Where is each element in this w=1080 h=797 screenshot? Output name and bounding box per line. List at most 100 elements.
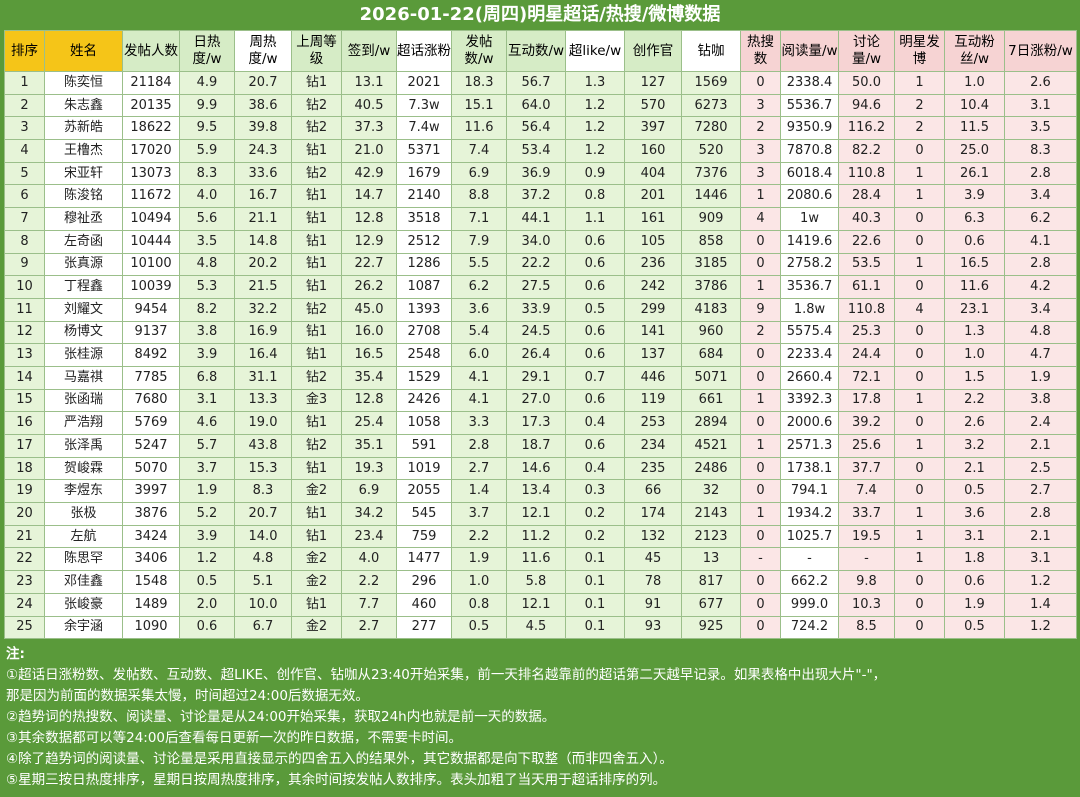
table-cell: 16 xyxy=(4,411,45,435)
table-cell: 2.5 xyxy=(1004,456,1077,481)
cell-name: 张极 xyxy=(44,502,123,526)
table-cell: 299 xyxy=(624,297,682,322)
table-cell: 5769 xyxy=(122,411,180,435)
table-cell: 12.8 xyxy=(341,207,397,231)
table-cell: 13073 xyxy=(122,161,180,186)
table-cell: 5371 xyxy=(396,139,452,163)
table-cell: 2.2 xyxy=(451,524,507,549)
table-cell: 21.1 xyxy=(234,207,292,231)
table-cell: 53.4 xyxy=(506,139,566,163)
table-cell: 14.6 xyxy=(506,456,566,481)
table-cell: 钻2 xyxy=(291,93,342,118)
table-cell: 0 xyxy=(740,365,781,390)
table-cell: 8492 xyxy=(122,343,180,367)
table-cell: 0.1 xyxy=(565,570,625,594)
table-cell: 23 xyxy=(4,570,45,594)
table-cell: 16.5 xyxy=(944,252,1005,277)
table-cell: 2080.6 xyxy=(780,184,839,209)
table-cell: 296 xyxy=(396,570,452,594)
table-cell: 253 xyxy=(624,411,682,435)
cell-name: 张峻豪 xyxy=(44,592,123,617)
table-cell: 4 xyxy=(4,139,45,163)
table-cell: 66 xyxy=(624,479,682,504)
table-cell: 1 xyxy=(740,502,781,526)
table-cell: 3518 xyxy=(396,207,452,231)
table-cell: 7.4 xyxy=(451,139,507,163)
notes-heading: 注: xyxy=(6,646,25,662)
table-cell: 6.0 xyxy=(451,343,507,367)
table-cell: 4.5 xyxy=(506,615,566,640)
table-cell: 0.6 xyxy=(565,275,625,299)
table-cell: 27.5 xyxy=(506,275,566,299)
column-header: 热搜数 xyxy=(740,30,781,72)
table-cell: 1.4 xyxy=(1004,592,1077,617)
table-cell: 0 xyxy=(740,570,781,594)
table-cell: 2123 xyxy=(681,524,741,549)
table-row: 25 余宇涵 1090 0.6 6.7 金2 2.7 277 0.5 4.5 0.1 93 925 0 72… xyxy=(4,615,1077,640)
table-cell: 1.8w xyxy=(780,297,839,322)
column-header: 超like/w xyxy=(565,30,625,72)
table-cell: 5536.7 xyxy=(780,93,839,118)
table-cell: 0 xyxy=(894,207,945,231)
table-cell: 1738.1 xyxy=(780,456,839,481)
table-cell: 25.3 xyxy=(838,320,895,345)
table-cell: 999.0 xyxy=(780,592,839,617)
table-cell: 64.0 xyxy=(506,93,566,118)
table-cell: 钻1 xyxy=(291,592,342,617)
table-row: 14 马嘉祺 7785 6.8 31.1 钻2 35.4 1529 4.1 29.1 0.7 446 5… xyxy=(4,365,1077,390)
table-cell: 3 xyxy=(740,93,781,118)
table-cell: 2000.6 xyxy=(780,411,839,435)
table-cell: 3.1 xyxy=(944,524,1005,549)
table-cell: 3.5 xyxy=(179,229,235,254)
table-cell: 20135 xyxy=(122,93,180,118)
column-header: 互动数/w xyxy=(506,30,566,72)
table-cell: 金3 xyxy=(291,388,342,413)
table-cell: 4.0 xyxy=(341,547,397,572)
table-cell: 2 xyxy=(894,116,945,141)
table-cell: 132 xyxy=(624,524,682,549)
column-header: 日热度/w xyxy=(179,30,235,72)
table-cell: 11.6 xyxy=(506,547,566,572)
table-cell: 36.9 xyxy=(506,161,566,186)
table-cell: 13 xyxy=(681,547,741,572)
table-cell: 1.2 xyxy=(565,139,625,163)
table-cell: 7.9 xyxy=(451,229,507,254)
table-cell: 26.1 xyxy=(944,161,1005,186)
table-cell: 137 xyxy=(624,343,682,367)
note-line: ④除了趋势词的阅读量、讨论量是采用直接显示的四舍五入的结果外，其它数据都是向下取… xyxy=(6,751,673,767)
table-cell: 24 xyxy=(4,592,45,617)
table-cell: 0.5 xyxy=(179,570,235,594)
table-cell: 1087 xyxy=(396,275,452,299)
table-cell: 10 xyxy=(4,275,45,299)
table-cell: 钻1 xyxy=(291,275,342,299)
table-cell: 6.2 xyxy=(1004,207,1077,231)
table-cell: 0.6 xyxy=(565,434,625,458)
table-cell: 1419.6 xyxy=(780,229,839,254)
table-cell: 0.1 xyxy=(565,615,625,640)
table-cell: 9 xyxy=(740,297,781,322)
table-row: 5 宋亚轩 13073 8.3 33.6 钻2 42.9 1679 6.9 36.9 0.9 404 7… xyxy=(4,161,1077,186)
table-cell: 9.5 xyxy=(179,116,235,141)
table-cell: 1025.7 xyxy=(780,524,839,549)
table-cell: 25.6 xyxy=(838,434,895,458)
table-cell: 1 xyxy=(740,434,781,458)
table-cell: 12 xyxy=(4,320,45,345)
table-cell: 4.1 xyxy=(451,365,507,390)
table-cell: 3876 xyxy=(122,502,180,526)
table-cell: 1019 xyxy=(396,456,452,481)
table-cell: 9454 xyxy=(122,297,180,322)
table-cell: 1.9 xyxy=(451,547,507,572)
table-cell: 2.1 xyxy=(944,456,1005,481)
table-cell: 724.2 xyxy=(780,615,839,640)
table-cell: 0.1 xyxy=(565,547,625,572)
table-cell: 12.1 xyxy=(506,592,566,617)
table-cell: 0.6 xyxy=(565,343,625,367)
table-cell: 0.6 xyxy=(565,320,625,345)
table-cell: 0 xyxy=(740,524,781,549)
table-cell: 18622 xyxy=(122,116,180,141)
table-cell: 16.7 xyxy=(234,184,292,209)
table-cell: 3 xyxy=(4,116,45,141)
table-cell: 1393 xyxy=(396,297,452,322)
table-cell: 9137 xyxy=(122,320,180,345)
table-cell: 0.2 xyxy=(565,502,625,526)
